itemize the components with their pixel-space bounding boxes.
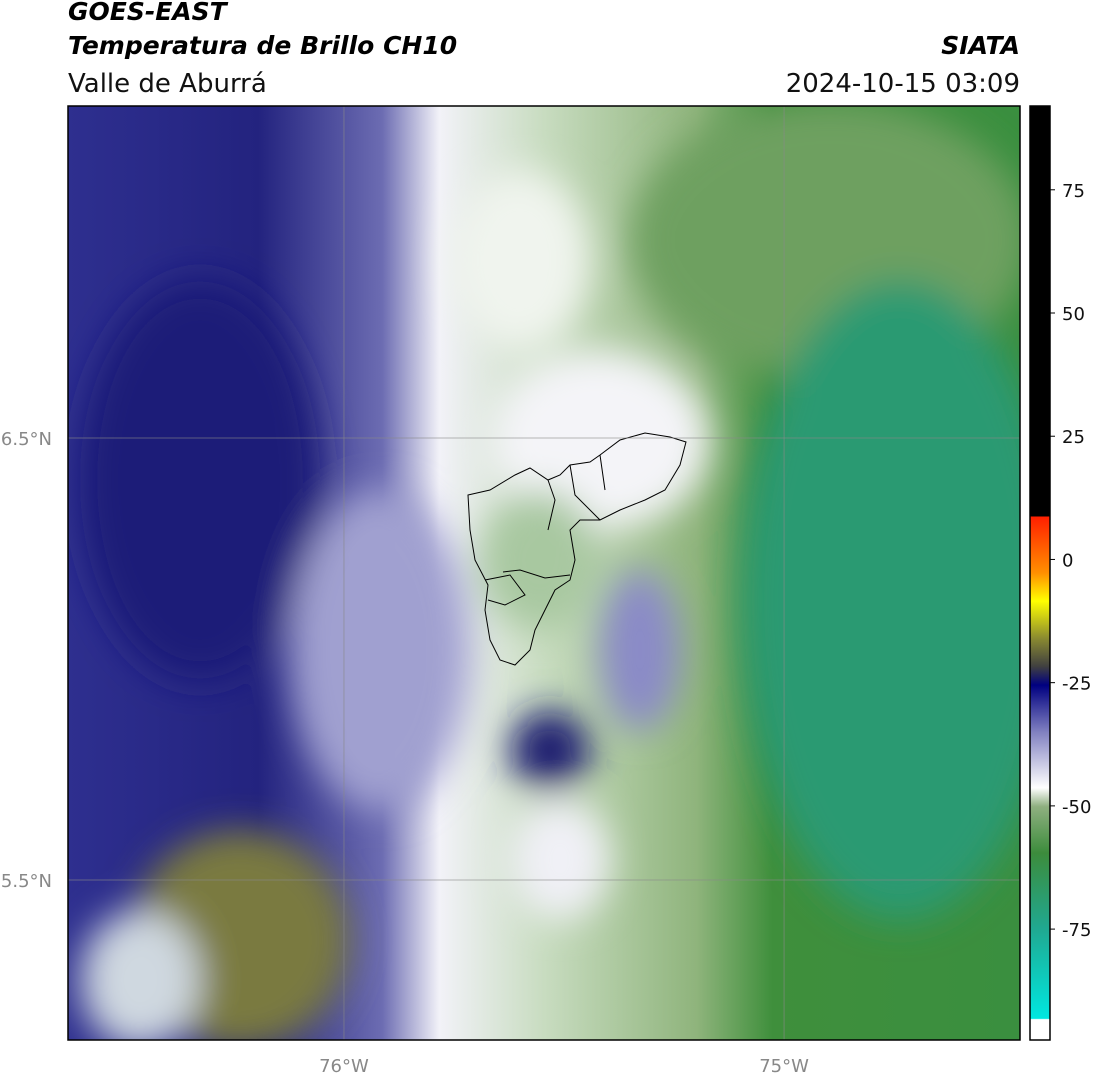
datetime: 2024-10-15 03:09 <box>786 69 1020 99</box>
colorbar-tick-label: 75 <box>1062 181 1085 202</box>
lon-tick-label: 75°W <box>759 1056 809 1077</box>
colorbar <box>1029 105 1051 1041</box>
colorbar-ticks: 75 50 25 0 -25 -50 -75 <box>1050 181 1091 941</box>
source: SIATA <box>941 31 1020 60</box>
region: Valle de Aburrá <box>68 69 267 99</box>
lat-tick-label: 5.5°N <box>1 871 52 892</box>
graticule: 76°W 75°W 6.5°N 5.5°N <box>1 106 1020 1077</box>
lon-tick-label: 76°W <box>319 1056 369 1077</box>
colorbar-tick-label: 50 <box>1062 304 1085 325</box>
title: GOES-EAST <box>68 0 229 26</box>
colorbar-tick-label: 0 <box>1062 550 1073 571</box>
map-frame <box>67 105 1021 1041</box>
lat-tick-label: 6.5°N <box>1 429 52 450</box>
colorbar-tick-label: -25 <box>1062 674 1091 695</box>
basin-outline <box>467 432 687 666</box>
map-imagery <box>68 106 1020 1040</box>
subtitle: Temperatura de Brillo CH10 <box>68 31 457 60</box>
colorbar-tick-label: 25 <box>1062 427 1085 448</box>
colorbar-tick-label: -75 <box>1062 920 1091 941</box>
colorbar-tick-label: -50 <box>1062 797 1091 818</box>
